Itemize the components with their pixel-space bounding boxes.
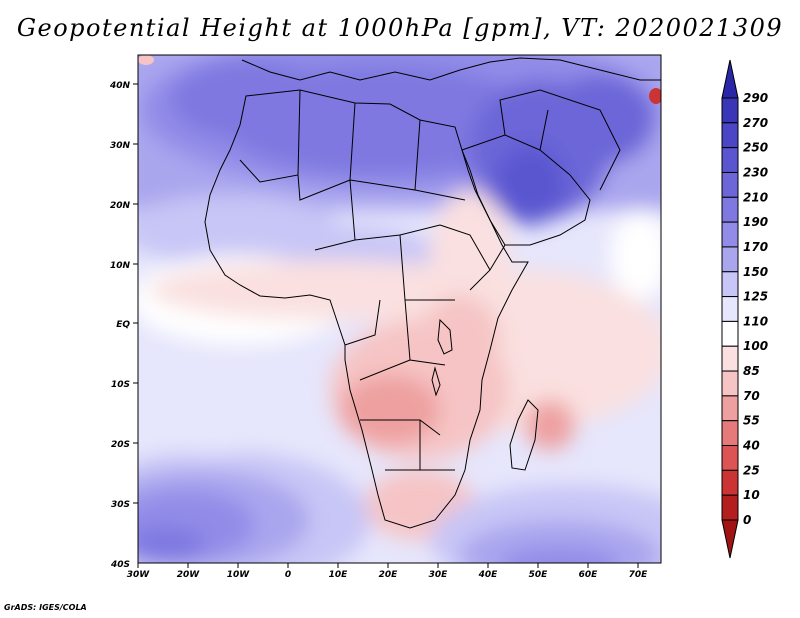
colorbar-label: 125 bbox=[743, 290, 768, 304]
colorbar-label: 230 bbox=[743, 165, 768, 179]
lon-label: 50E bbox=[529, 570, 549, 580]
lat-label: 20N bbox=[110, 201, 131, 211]
colorbar-segment bbox=[721, 147, 739, 173]
colorbar-segment bbox=[721, 494, 739, 521]
colorbar-segment bbox=[721, 196, 739, 223]
axis-ticks bbox=[133, 83, 639, 568]
colorbar-label: 70 bbox=[743, 389, 760, 403]
colorbar-segment bbox=[721, 97, 739, 124]
colorbar-label: 40 bbox=[742, 439, 760, 453]
colorbar-segment bbox=[721, 171, 739, 198]
chart-title: Geopotential Height at 1000hPa [gpm], VT… bbox=[16, 14, 784, 42]
colorbar-label: 110 bbox=[743, 314, 768, 328]
colorbar-segment bbox=[721, 395, 739, 422]
colorbar-label: 0 bbox=[743, 513, 751, 527]
lon-label: 70E bbox=[629, 570, 649, 580]
lat-label: 10S bbox=[111, 380, 130, 390]
colorbar-label: 55 bbox=[743, 414, 760, 428]
lat-label: 40S bbox=[110, 560, 130, 570]
colorbar-segment bbox=[721, 345, 739, 372]
colorbar-label: 150 bbox=[743, 265, 768, 279]
colorbar-segment bbox=[721, 296, 739, 322]
height-field bbox=[138, 55, 661, 563]
colorbar-label: 270 bbox=[743, 116, 768, 130]
colorbar-segment bbox=[721, 370, 739, 397]
colorbar: 2902702502302101901701501251101008570554… bbox=[721, 59, 768, 559]
colorbar-label: 210 bbox=[743, 190, 768, 204]
lat-label: 30N bbox=[110, 141, 131, 151]
colorbar-label: 250 bbox=[743, 141, 768, 155]
lat-label: 30S bbox=[111, 500, 130, 510]
colorbar-segment bbox=[721, 469, 739, 496]
lon-label: 30W bbox=[127, 570, 151, 580]
colorbar-segment bbox=[721, 122, 739, 149]
lon-label: 60E bbox=[579, 570, 599, 580]
lat-label: 20S bbox=[111, 440, 130, 450]
colorbar-segment bbox=[721, 246, 739, 273]
lat-label: 10N bbox=[110, 261, 131, 271]
colorbar-label: 10 bbox=[743, 488, 760, 502]
colorbar-segment bbox=[721, 445, 739, 471]
red-spot-north bbox=[649, 88, 661, 104]
colorbar-label: 190 bbox=[743, 215, 768, 229]
colorbar-segment bbox=[721, 320, 739, 347]
lat-label: EQ bbox=[116, 320, 130, 330]
lon-label: 20E bbox=[379, 570, 399, 580]
colorbar-segment bbox=[721, 221, 739, 248]
coastlines bbox=[204, 57, 661, 529]
colorbar-label: 170 bbox=[743, 240, 768, 254]
lon-label: 30E bbox=[429, 570, 449, 580]
colorbar-segment bbox=[721, 271, 739, 298]
lat-labels: 40N 30N 20N 10N EQ 10S 20S 30S 40S bbox=[109, 81, 131, 570]
colorbar-bottom-triangle bbox=[721, 519, 739, 559]
colorbar-label: 290 bbox=[743, 91, 768, 105]
lon-label: 0 bbox=[285, 570, 291, 580]
colorbar-segment bbox=[721, 420, 739, 447]
colorbar-label: 100 bbox=[743, 339, 768, 353]
lon-label: 40E bbox=[478, 570, 499, 580]
lat-label: 40N bbox=[109, 81, 131, 91]
credit-text: GrADS: IGES/COLA bbox=[4, 603, 87, 612]
map-frame bbox=[137, 54, 662, 564]
colorbar-label: 25 bbox=[743, 463, 760, 477]
colorbar-label: 85 bbox=[743, 364, 760, 378]
colorbar-top-triangle bbox=[721, 59, 739, 99]
lon-label: 20W bbox=[177, 570, 201, 580]
lon-labels: 30W 20W 10W 0 10E 20E 30E 40E 50E 60E 70… bbox=[127, 570, 648, 580]
lon-label: 10E bbox=[329, 570, 349, 580]
lon-label: 10W bbox=[227, 570, 251, 580]
